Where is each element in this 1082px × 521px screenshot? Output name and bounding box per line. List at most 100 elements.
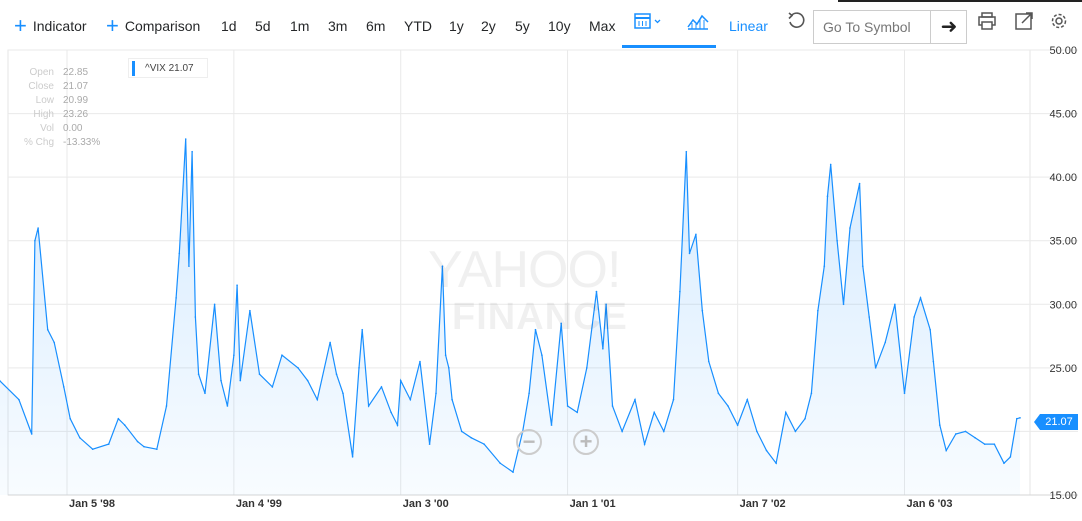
data-point: [919, 297, 922, 299]
range-max-button[interactable]: Max: [589, 18, 616, 34]
ohlc-value-high: 23.26: [63, 109, 89, 120]
data-point: [62, 386, 65, 388]
range-2y-button[interactable]: 2y: [481, 18, 496, 34]
data-point: [213, 303, 216, 306]
data-point: [37, 227, 39, 229]
range-1d-button[interactable]: 1d: [221, 18, 237, 34]
y-tick-label: 25.00: [1049, 363, 1077, 375]
ohlc-label-vol: Vol: [40, 123, 54, 134]
data-point: [945, 449, 948, 452]
data-point: [165, 405, 168, 407]
data-point: [707, 360, 710, 363]
data-point: [53, 341, 55, 344]
data-point: [810, 392, 813, 395]
data-point: [727, 405, 729, 407]
data-point: [932, 360, 935, 363]
ohlc-label-high: High: [33, 109, 54, 120]
fullscreen-button[interactable]: [1011, 10, 1037, 40]
data-point: [470, 436, 473, 439]
x-tick-label: Jan 5 '98: [69, 498, 115, 510]
data-point: [136, 440, 139, 443]
range-3m-button[interactable]: 3m: [328, 18, 348, 34]
data-point: [621, 430, 623, 433]
data-point: [188, 265, 190, 267]
data-point: [794, 430, 797, 433]
data-point: [239, 379, 242, 382]
go-button[interactable]: ➜: [930, 11, 967, 43]
data-point: [836, 239, 838, 242]
series-legend[interactable]: ^VIX 21.07: [128, 58, 208, 78]
range-ytd-button[interactable]: YTD: [404, 18, 432, 34]
data-point: [271, 386, 274, 388]
y-tick-label: 40.00: [1049, 172, 1077, 184]
watermark-finance: FINANCE: [452, 296, 628, 338]
data-point: [194, 316, 197, 318]
data-point: [903, 392, 906, 395]
data-point: [156, 448, 158, 451]
data-point: [775, 462, 777, 465]
data-point: [178, 252, 181, 255]
legend-swatch: [132, 61, 135, 76]
data-point: [884, 341, 887, 344]
symbol-input[interactable]: [815, 12, 929, 42]
data-point: [419, 360, 421, 363]
settings-button[interactable]: [1046, 10, 1072, 40]
minus-icon: −: [522, 429, 536, 454]
data-point: [258, 373, 261, 376]
zoom-out-button[interactable]: −: [516, 429, 542, 455]
data-point: [306, 379, 309, 382]
scale-button[interactable]: Linear: [729, 18, 768, 34]
range-10y-button[interactable]: 10y: [548, 18, 571, 34]
vix-series-line: [0, 138, 1021, 474]
ohlc-value-low: 20.99: [63, 95, 89, 106]
popout-icon: [1015, 12, 1033, 30]
data-point: [297, 367, 299, 369]
data-point: [220, 379, 222, 382]
data-point: [191, 150, 193, 153]
data-point: [361, 328, 364, 331]
data-point: [576, 411, 579, 414]
indicator-button[interactable]: + Indicator: [14, 8, 87, 44]
data-point: [46, 328, 49, 331]
data-point: [756, 430, 758, 433]
data-point: [858, 182, 861, 185]
chart-type-button[interactable]: [686, 10, 710, 40]
reset-button[interactable]: [783, 10, 809, 40]
data-point: [605, 303, 607, 306]
ohlc-value-close: 21.07: [63, 81, 89, 92]
range-5y-button[interactable]: 5y: [515, 18, 530, 34]
print-button[interactable]: [974, 10, 1000, 40]
comparison-button[interactable]: + Comparison: [106, 8, 200, 44]
ohlc-value-vol: 0.00: [63, 123, 83, 134]
data-point: [512, 471, 514, 473]
data-point: [1003, 462, 1005, 465]
x-axis-labels: Jan 5 '98 Jan 4 '99 Jan 3 '00 Jan 1 '01 Jan …: [69, 498, 953, 510]
data-point: [204, 392, 206, 395]
zoom-in-button[interactable]: +: [573, 429, 599, 455]
data-point: [679, 290, 681, 293]
data-point: [197, 373, 200, 376]
date-range-picker[interactable]: [631, 10, 665, 40]
data-point: [993, 443, 996, 445]
x-tick-label: Jan 1 '01: [570, 498, 616, 510]
data-point: [249, 309, 251, 312]
data-point: [717, 392, 720, 395]
data-point: [399, 379, 402, 382]
data-point: [643, 443, 646, 445]
data-point: [634, 398, 636, 401]
range-6m-button[interactable]: 6m: [366, 18, 386, 34]
ohlc-value-change: -13.33%: [63, 137, 101, 148]
x-tick-label: Jan 3 '00: [403, 498, 449, 510]
data-point: [955, 433, 957, 435]
data-point: [826, 195, 829, 198]
data-point: [611, 405, 614, 407]
range-1m-button[interactable]: 1m: [290, 18, 310, 34]
range-1y-button[interactable]: 1y: [449, 18, 464, 34]
mountain-chart-icon: [687, 14, 709, 30]
plus-icon: +: [14, 13, 27, 38]
data-point: [829, 163, 832, 166]
data-point: [688, 252, 691, 255]
data-point: [602, 347, 604, 350]
range-5d-button[interactable]: 5d: [255, 18, 271, 34]
